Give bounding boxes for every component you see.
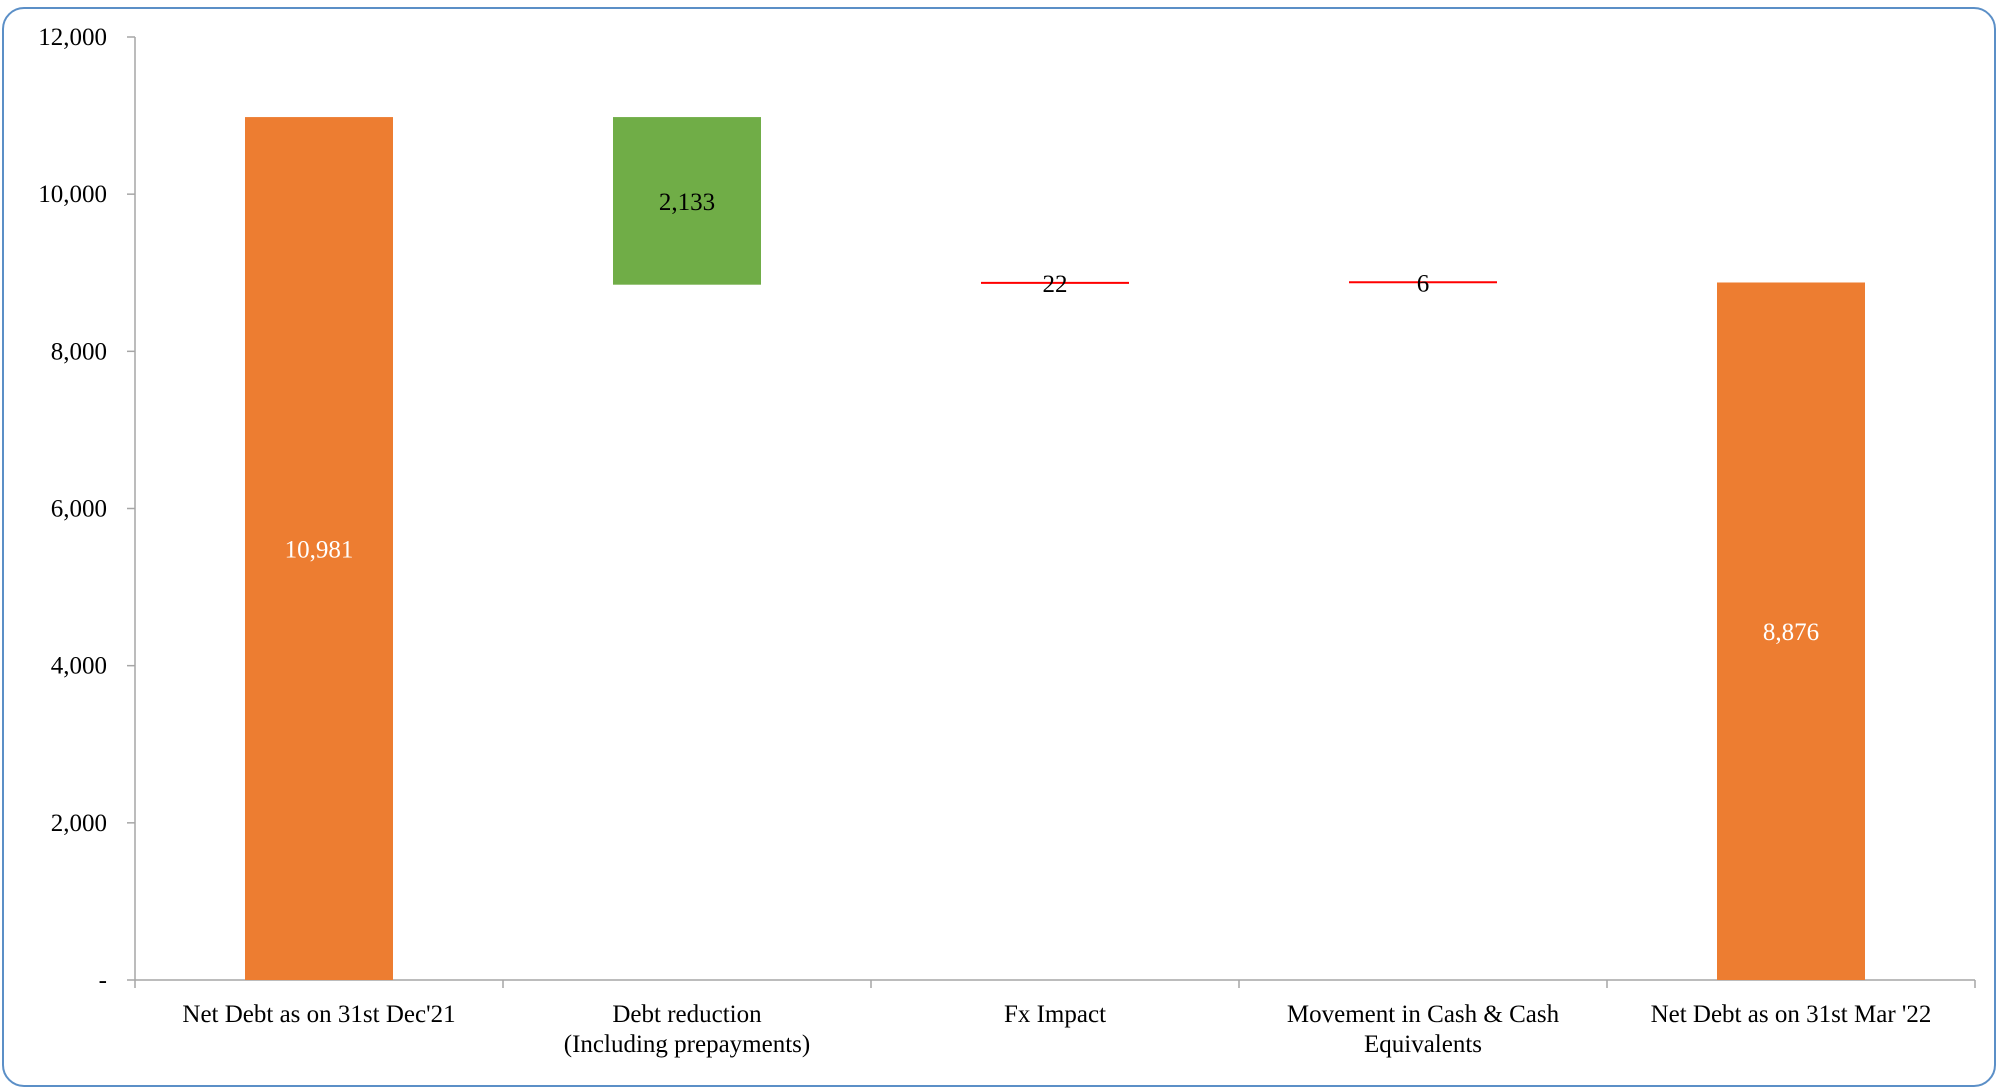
data-label: 2,133 [659, 189, 715, 216]
category-label: Fx Impact [1004, 1001, 1106, 1028]
category-label: Movement in Cash & Cash [1287, 1001, 1560, 1028]
category-label: Net Debt as on 31st Mar '22 [1651, 1001, 1932, 1028]
y-tick-label: - [99, 967, 107, 994]
y-tick-label: 2,000 [51, 810, 107, 837]
y-tick-label: 12,000 [38, 24, 107, 51]
data-label: 6 [1417, 270, 1430, 297]
data-label: 22 [1043, 271, 1068, 298]
category-label: Net Debt as on 31st Dec'21 [182, 1001, 455, 1028]
waterfall-bar [613, 117, 761, 285]
category-label: (Including prepayments) [564, 1031, 810, 1058]
y-tick-label: 10,000 [38, 181, 107, 208]
y-tick-label: 4,000 [51, 653, 107, 680]
y-tick-label: 8,000 [51, 338, 107, 365]
category-label: Equivalents [1364, 1031, 1482, 1058]
category-label: Debt reduction [612, 1001, 762, 1028]
y-tick-label: 6,000 [51, 496, 107, 523]
data-label: 10,981 [285, 537, 354, 564]
waterfall-bar [245, 117, 393, 980]
data-label: 8,876 [1763, 619, 1819, 646]
waterfall-bar [1717, 282, 1865, 980]
